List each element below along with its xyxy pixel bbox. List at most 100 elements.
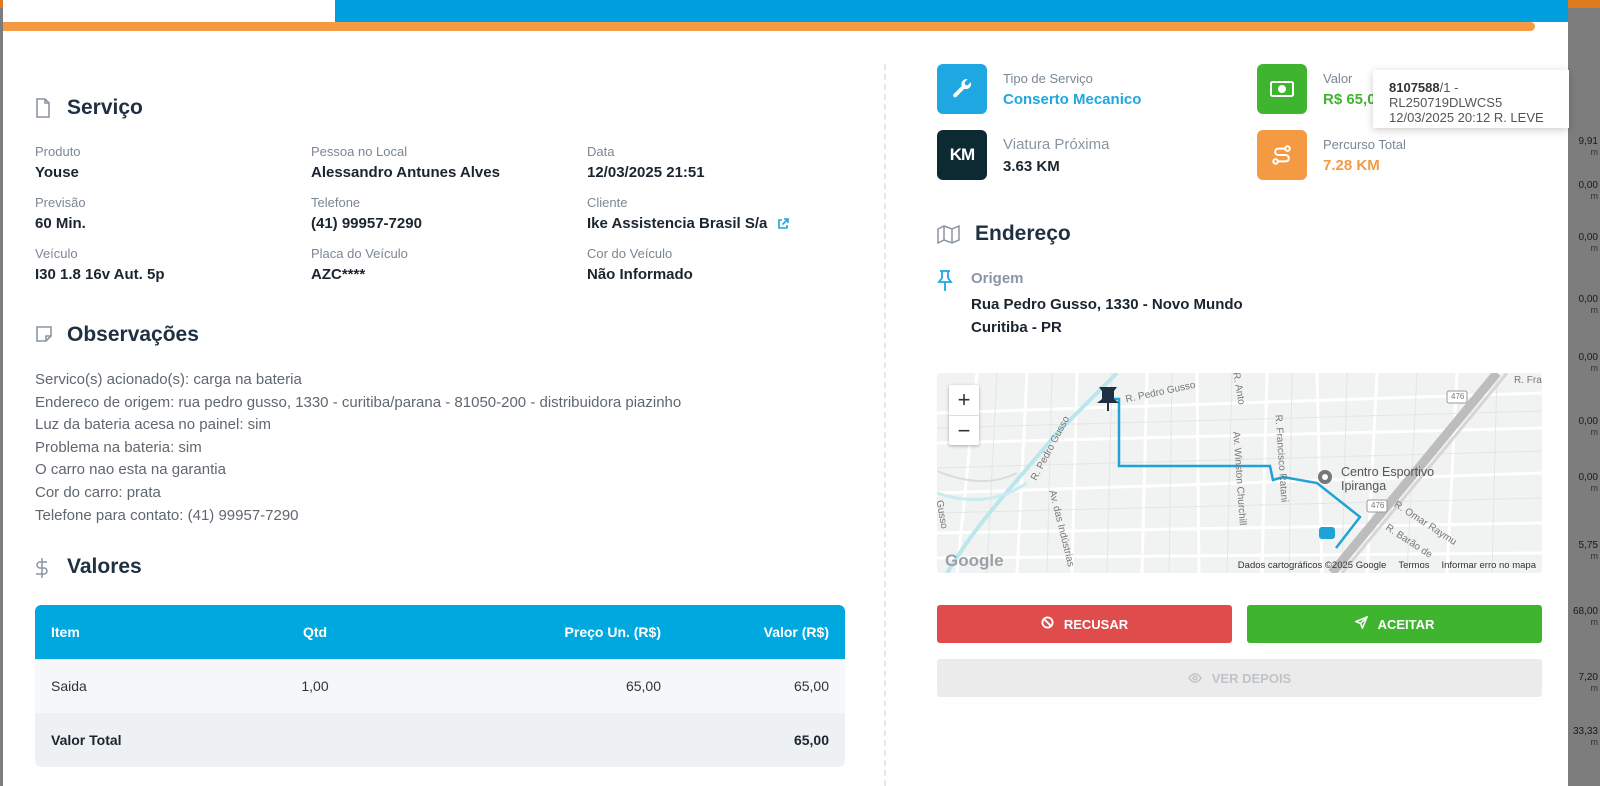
field-value: (41) 99957-7290	[311, 215, 422, 232]
field-label: Previsão	[35, 195, 86, 210]
tooltip-id-line: 8107588/1 - RL250719DLWCS5	[1389, 80, 1553, 110]
ver-depois-button[interactable]: VER DEPOIS	[937, 659, 1542, 697]
background-value: 0,00 m	[1578, 294, 1598, 315]
background-value: 5,75 m	[1578, 540, 1598, 561]
external-link-icon[interactable]	[777, 217, 790, 230]
total-value: 65,00	[793, 732, 829, 749]
column-header: Item	[51, 624, 80, 641]
field-placa: Placa do Veículo AZC****	[311, 246, 587, 283]
field-pessoa: Pessoa no Local Alessandro Antunes Alves	[311, 144, 587, 181]
field-value: I30 1.8 16v Aut. 5p	[35, 266, 165, 283]
field-previsao: Previsão 60 Min.	[35, 195, 311, 232]
observacao-line: Luz da bateria acesa no painel: sim	[35, 416, 271, 434]
field-value: Alessandro Antunes Alves	[311, 164, 500, 181]
card-label: Viatura Próxima	[1003, 135, 1110, 153]
service-offer-modal: Serviço Produto Youse Pessoa no Local Ales…	[3, 0, 1568, 786]
map-terms-link[interactable]: Termos	[1398, 560, 1430, 571]
background-value: 0,00 m	[1578, 352, 1598, 373]
map-canvas	[937, 373, 1542, 573]
observacao-line: Telefone para contato: (41) 99957-7290	[35, 506, 299, 524]
map-icon	[937, 224, 961, 244]
field-cor: Cor do Veículo Não Informado	[587, 246, 845, 283]
tooltip-date-line: 12/03/2025 20:12 R. LEVE	[1389, 110, 1544, 125]
cliente-value: Ike Assistencia Brasil S/a	[587, 215, 845, 232]
cell-preco: 65,00	[625, 678, 661, 695]
field-label: Telefone	[311, 195, 361, 210]
table-total-row: Valor Total 65,00	[35, 713, 845, 768]
google-logo: Google	[945, 551, 1004, 570]
observacao-line: Problema na bateria: sim	[35, 438, 202, 456]
valores-header: Valores	[35, 551, 845, 583]
recusar-label: RECUSAR	[1063, 616, 1129, 632]
route-icon	[1257, 130, 1307, 180]
cell-qtd: 1,00	[301, 678, 329, 695]
background-value: 33,33 m	[1572, 726, 1598, 747]
ban-icon	[1041, 616, 1054, 632]
total-label: Valor Total	[51, 732, 122, 749]
field-label: Veículo	[35, 246, 78, 261]
map-attribution: Dados cartográficos ©2025 Google Termos …	[1238, 560, 1536, 571]
field-value: 60 Min.	[35, 215, 86, 232]
card-value: Conserto Mecanico	[1003, 90, 1142, 108]
field-value: Youse	[35, 164, 79, 181]
background-value: 0,00 m	[1578, 180, 1598, 201]
zoom-out-button[interactable]: −	[949, 415, 979, 445]
background-value: 9,91 m	[1578, 136, 1598, 157]
eye-icon	[1187, 671, 1202, 686]
endereco-header: Endereço	[937, 218, 1542, 250]
summary-cards: Tipo de Serviço Conserto Mecanico Valor …	[937, 64, 1542, 180]
servico-header: Serviço	[35, 92, 845, 124]
column-header: Qtd	[302, 624, 328, 641]
observacoes-text: Servico(s) acionado(s): carga na bateria…	[35, 369, 845, 527]
table-row: Saida 1,00 65,00 65,00	[35, 659, 845, 714]
servico-title: Serviço	[67, 96, 143, 119]
field-label: Cliente	[587, 195, 628, 210]
note-icon	[35, 325, 53, 345]
observacao-line: O carro nao esta na garantia	[35, 461, 226, 479]
street-label: R. Fra	[1514, 375, 1542, 386]
route-map[interactable]: R. Pedro Gusso R. Pedro Gusso R. Francis…	[937, 373, 1542, 573]
field-value: Ike Assistencia Brasil S/a	[587, 215, 768, 232]
wrench-icon	[937, 64, 987, 114]
ver-depois-label: VER DEPOIS	[1211, 670, 1292, 686]
tooltip-id: 8107588	[1389, 80, 1440, 95]
aceitar-label: ACEITAR	[1377, 616, 1435, 632]
background-value: 68,00 m	[1572, 606, 1598, 627]
origem-block: Origem Rua Pedro Gusso, 1330 - Novo Mund…	[937, 270, 1542, 339]
map-report-link[interactable]: Informar erro no mapa	[1441, 560, 1536, 571]
modal-header-bar	[335, 0, 1568, 22]
field-value: 12/03/2025 21:51	[587, 164, 705, 181]
money-icon	[1257, 64, 1307, 114]
send-icon	[1353, 615, 1369, 632]
poi-label: Centro Esportivo Ipiranga	[1341, 465, 1435, 493]
card-value: 7.28 KM	[1323, 156, 1380, 174]
table-header: Item Qtd Preço Un. (R$) Valor (R$)	[35, 605, 845, 660]
right-panel: Tipo de Serviço Conserto Mecanico Valor …	[937, 64, 1542, 697]
field-value: AZC****	[311, 266, 366, 283]
card-label: Valor	[1323, 70, 1353, 86]
card-tipo-servico: Tipo de Serviço Conserto Mecanico	[937, 64, 1257, 114]
valores-table: Item Qtd Preço Un. (R$) Valor (R$) Saida…	[35, 605, 845, 768]
origem-line2: Curitiba - PR	[971, 319, 1062, 336]
zoom-in-button[interactable]: +	[957, 387, 971, 412]
origem-label: Origem	[971, 270, 1024, 287]
valores-title: Valores	[67, 555, 142, 579]
field-data: Data 12/03/2025 21:51	[587, 144, 845, 181]
field-telefone: Telefone (41) 99957-7290	[311, 195, 587, 232]
recusar-button[interactable]: RECUSAR	[937, 605, 1232, 643]
document-icon	[35, 98, 53, 118]
field-value: Não Informado	[587, 266, 693, 283]
road-shield: 476	[1451, 392, 1465, 401]
observacoes-title: Observações	[67, 323, 199, 346]
map-data-credit: Dados cartográficos ©2025 Google	[1237, 560, 1387, 571]
field-label: Produto	[35, 144, 81, 159]
action-buttons: RECUSAR ACEITAR VER DEPOIS	[937, 605, 1542, 697]
background-value: 7,20 m	[1578, 672, 1598, 693]
observacao-line: Servico(s) acionado(s): carga na bateria	[35, 371, 302, 388]
tooltip-id-suffix: /1 - RL250719DLWCS5	[1389, 80, 1503, 110]
aceitar-button[interactable]: ACEITAR	[1247, 605, 1542, 643]
field-cliente: Cliente Ike Assistencia Brasil S/a	[587, 195, 845, 232]
card-value: 3.63 KM	[1003, 157, 1060, 175]
road-shield: 476	[1371, 501, 1385, 510]
card-percurso: Percurso Total 7.28 KM	[1257, 130, 1542, 180]
